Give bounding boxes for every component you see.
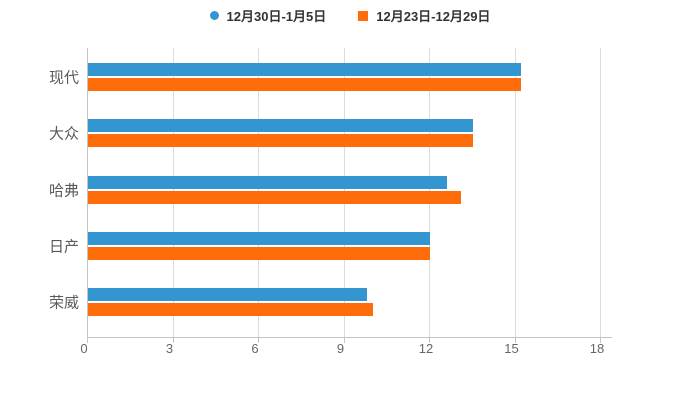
x-tick-label-0: 0	[80, 341, 88, 356]
gridline-x15	[514, 48, 516, 337]
legend-square-marker-icon	[358, 10, 369, 21]
x-tick-mark-12	[429, 338, 430, 343]
x-tick-label-9: 9	[336, 341, 345, 356]
bar-series0-现代	[88, 63, 521, 76]
x-tick-label-18: 18	[589, 341, 605, 356]
legend-label-dec30-jan5: 12月30日-1月5日	[226, 9, 327, 24]
legend-label-dec23-dec29: 12月23日-12月29日	[376, 9, 491, 24]
bar-series1-哈弗	[88, 190, 461, 204]
bar-series1-现代	[88, 78, 521, 91]
category-label-荣威: 荣威	[48, 294, 79, 312]
bar-series1-日产	[88, 246, 430, 260]
bar-series1-大众	[88, 134, 473, 148]
x-axis-line	[87, 337, 612, 338]
legend-item-dec30-jan5[interactable]: 12月30日-1月5日	[209, 6, 327, 25]
category-label-哈弗: 哈弗	[48, 182, 79, 200]
category-label-大众: 大众	[48, 125, 79, 143]
x-tick-mark-18	[600, 338, 601, 343]
x-tick-label-3: 3	[165, 341, 174, 356]
legend-circle-marker-icon	[209, 11, 219, 20]
x-tick-label-15: 15	[504, 341, 519, 356]
x-tick-mark-0	[87, 338, 88, 343]
category-label-现代: 现代	[48, 69, 79, 87]
bar-series0-日产	[88, 231, 430, 245]
category-label-日产: 日产	[48, 238, 79, 256]
x-tick-mark-6	[258, 338, 259, 343]
x-tick-mark-3	[172, 338, 174, 343]
bar-series1-荣威	[88, 303, 373, 317]
y-axis-line	[87, 48, 88, 337]
gridline-x18	[600, 48, 601, 337]
x-tick-mark-9	[343, 338, 345, 343]
bar-series0-哈弗	[88, 175, 447, 189]
bar-series0-荣威	[88, 288, 367, 302]
bar-series0-大众	[88, 119, 473, 133]
legend-item-dec23-dec29[interactable]: 12月23日-12月29日	[358, 6, 490, 25]
x-tick-mark-15	[514, 338, 516, 343]
x-tick-label-6: 6	[251, 341, 259, 356]
x-tick-label-12: 12	[418, 341, 434, 356]
chart-legend: 12月30日-1月5日 12月23日-12月29日	[0, 6, 700, 25]
